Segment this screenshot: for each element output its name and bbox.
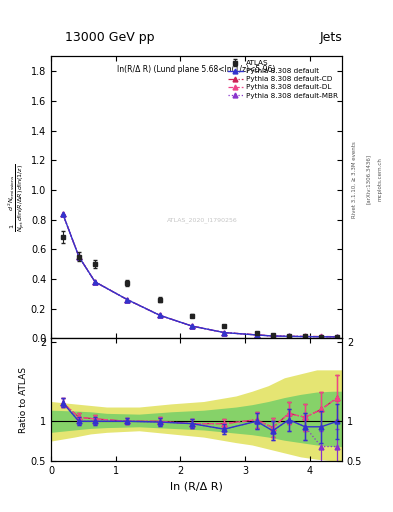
Line: Pythia 8.308 default-CD: Pythia 8.308 default-CD	[60, 211, 340, 339]
Pythia 8.308 default	[335, 334, 340, 340]
Pythia 8.308 default-CD	[303, 333, 307, 339]
Pythia 8.308 default-DL	[286, 333, 291, 339]
Text: Rivet 3.1.10, ≥ 3.3M events: Rivet 3.1.10, ≥ 3.3M events	[352, 141, 357, 218]
Pythia 8.308 default-DL	[125, 296, 130, 303]
Pythia 8.308 default	[77, 253, 81, 260]
X-axis label: ln (R/Δ R): ln (R/Δ R)	[170, 481, 223, 491]
Pythia 8.308 default-DL	[254, 332, 259, 338]
Pythia 8.308 default-DL	[61, 210, 65, 217]
Y-axis label: Ratio to ATLAS: Ratio to ATLAS	[19, 367, 28, 433]
Y-axis label: $\frac{1}{N_{\rm jet}}\frac{d^2 N_{\rm emissions}}{d\ln(R/\Delta R)\,d\ln(1/z)}$: $\frac{1}{N_{\rm jet}}\frac{d^2 N_{\rm e…	[6, 163, 27, 231]
Legend: ATLAS, Pythia 8.308 default, Pythia 8.308 default-CD, Pythia 8.308 default-DL, P: ATLAS, Pythia 8.308 default, Pythia 8.30…	[226, 58, 340, 100]
Pythia 8.308 default-CD	[319, 333, 323, 339]
Pythia 8.308 default-CD	[286, 333, 291, 339]
Pythia 8.308 default	[93, 279, 97, 285]
Pythia 8.308 default-CD	[189, 323, 194, 329]
Pythia 8.308 default-DL	[303, 333, 307, 339]
Pythia 8.308 default-DL	[222, 330, 227, 336]
Pythia 8.308 default	[319, 334, 323, 340]
Text: mcplots.cern.ch: mcplots.cern.ch	[377, 157, 382, 201]
Pythia 8.308 default-CD	[270, 333, 275, 339]
Pythia 8.308 default-MBR	[125, 296, 130, 303]
Pythia 8.308 default-MBR	[61, 210, 65, 217]
Pythia 8.308 default-MBR	[77, 253, 81, 260]
Pythia 8.308 default	[270, 333, 275, 339]
Pythia 8.308 default	[222, 330, 227, 336]
Pythia 8.308 default-DL	[77, 253, 81, 260]
Pythia 8.308 default-CD	[335, 334, 340, 340]
Pythia 8.308 default-CD	[125, 296, 130, 303]
Text: [arXiv:1306.3436]: [arXiv:1306.3436]	[365, 154, 371, 204]
Pythia 8.308 default-MBR	[222, 330, 227, 336]
Pythia 8.308 default	[157, 312, 162, 318]
Pythia 8.308 default-DL	[93, 279, 97, 285]
Pythia 8.308 default-DL	[335, 333, 340, 339]
Pythia 8.308 default	[254, 332, 259, 338]
Pythia 8.308 default-MBR	[93, 279, 97, 285]
Pythia 8.308 default-MBR	[270, 333, 275, 339]
Pythia 8.308 default-MBR	[254, 332, 259, 338]
Pythia 8.308 default-MBR	[319, 334, 323, 340]
Pythia 8.308 default	[189, 323, 194, 329]
Pythia 8.308 default-CD	[77, 253, 81, 260]
Pythia 8.308 default-MBR	[286, 333, 291, 339]
Pythia 8.308 default	[286, 333, 291, 339]
Text: 13000 GeV pp: 13000 GeV pp	[65, 31, 155, 44]
Pythia 8.308 default-CD	[254, 332, 259, 338]
Pythia 8.308 default-DL	[157, 312, 162, 318]
Pythia 8.308 default-CD	[157, 312, 162, 318]
Pythia 8.308 default	[125, 296, 130, 303]
Pythia 8.308 default-MBR	[189, 323, 194, 329]
Pythia 8.308 default-MBR	[157, 312, 162, 318]
Text: Jets: Jets	[319, 31, 342, 44]
Pythia 8.308 default-DL	[189, 323, 194, 329]
Pythia 8.308 default	[61, 210, 65, 217]
Pythia 8.308 default-DL	[319, 333, 323, 339]
Pythia 8.308 default-MBR	[303, 333, 307, 339]
Line: Pythia 8.308 default: Pythia 8.308 default	[60, 211, 340, 339]
Pythia 8.308 default	[303, 333, 307, 339]
Pythia 8.308 default-MBR	[335, 334, 340, 340]
Pythia 8.308 default-DL	[270, 333, 275, 339]
Pythia 8.308 default-CD	[61, 210, 65, 217]
Line: Pythia 8.308 default-DL: Pythia 8.308 default-DL	[60, 211, 340, 339]
Text: ATLAS_2020_I1790256: ATLAS_2020_I1790256	[167, 217, 238, 223]
Pythia 8.308 default-CD	[222, 330, 227, 336]
Line: Pythia 8.308 default-MBR: Pythia 8.308 default-MBR	[60, 211, 340, 339]
Pythia 8.308 default-CD	[93, 279, 97, 285]
Text: ln(R/Δ R) (Lund plane 5.68<ln(1/z)<5.96): ln(R/Δ R) (Lund plane 5.68<ln(1/z)<5.96)	[118, 65, 275, 74]
